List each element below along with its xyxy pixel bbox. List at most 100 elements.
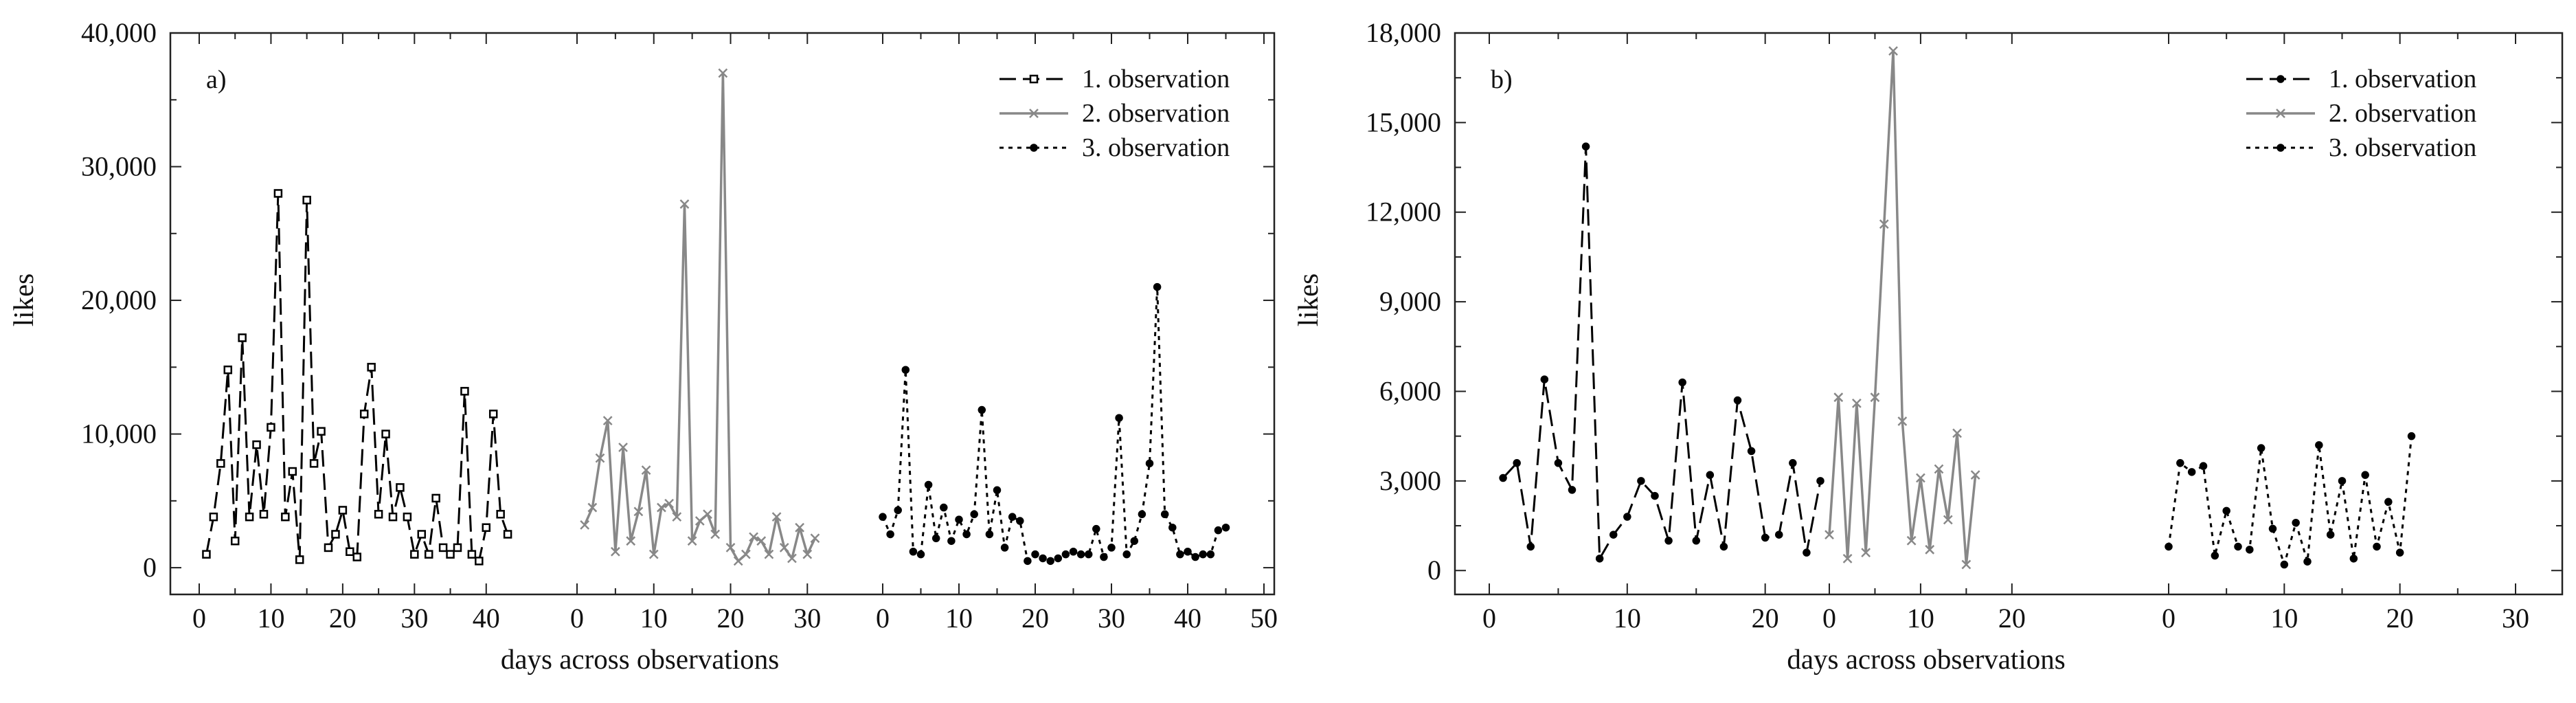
data-point-a-3 [993,486,1002,495]
y-tick-label-a: 0 [143,552,157,583]
data-point-a-1 [230,536,240,546]
data-point-b-2 [1824,530,1834,539]
legend-label-a-3: 3. observation [1082,133,1230,162]
data-point-a-1 [453,543,462,553]
data-point-a-2 [595,453,605,463]
data-point-b-2 [1906,535,1917,546]
data-point-b-2 [1842,553,1853,563]
y-tick-label-a: 20,000 [81,284,157,315]
data-point-a-3 [901,366,910,374]
data-point-b-1 [1678,378,1686,387]
data-point-a-3 [1069,548,1078,556]
data-point-b-2 [1851,398,1862,408]
data-point-a-2 [749,532,758,542]
x-tick-label-a: 30 [400,603,428,634]
data-point-a-1 [295,555,304,564]
x-tick-label-a: 10 [945,603,973,634]
data-point-b-3 [2246,546,2254,554]
data-point-b-1 [1747,447,1756,456]
legend-label-b-2: 2. observation [2329,99,2476,128]
data-point-b-1 [1526,542,1535,551]
x-tick-label-b: 10 [1907,603,1934,634]
data-point-a-3 [1107,544,1116,552]
data-point-b-2 [1970,470,1980,480]
data-point-a-1 [252,440,261,449]
data-point-a-1 [359,410,369,419]
data-point-a-1 [317,427,326,436]
data-point-a-1 [475,557,484,566]
data-point-b-2 [1961,559,1971,570]
data-point-a-1 [403,512,412,522]
data-point-a-3 [1000,544,1009,552]
series-b-2 [1824,46,1980,570]
data-point-b-1 [1664,537,1673,545]
data-point-a-1 [267,423,275,432]
data-point-b-3 [2303,557,2312,566]
data-point-b-3 [2211,551,2219,560]
x-tick-label-a: 10 [257,603,284,634]
data-point-b-1 [1637,477,1645,485]
data-point-a-1 [281,512,290,522]
data-point-a-2 [779,543,789,553]
data-point-a-1 [338,506,348,515]
data-point-b-3 [2176,459,2184,467]
data-point-a-3 [1138,510,1146,519]
y-tick-label-b: 6,000 [1379,375,1441,406]
data-point-a-3 [1176,550,1184,559]
data-point-b-1 [1499,473,1507,482]
data-point-a-2 [694,516,705,526]
legend-a: 1. observation 2. observation 3. observa… [999,65,1230,162]
data-point-a-3 [1221,523,1230,532]
panel-label-a: a) [206,65,227,94]
data-point-a-2 [633,506,644,517]
legend-marker-b-3 [2276,144,2285,152]
legend-marker-b-2 [2276,109,2285,118]
y-tick-label-b: 15,000 [1366,107,1441,137]
data-point-b-2 [1934,464,1944,474]
data-point-a-1 [202,550,211,559]
data-point-b-3 [2234,542,2242,551]
legend-label-b-1: 1. observation [2329,65,2476,93]
data-point-a-2 [648,549,659,559]
data-point-a-3 [1168,523,1177,532]
legend-label-a-2: 2. observation [1082,99,1230,128]
data-point-b-1 [1789,459,1797,467]
data-point-a-3 [1115,414,1123,422]
data-point-b-1 [1816,477,1824,485]
data-point-a-1 [346,547,354,557]
data-point-b-1 [1595,555,1604,563]
data-point-a-3 [1199,550,1207,559]
y-axis-a: 0 10,000 20,000 30,000 40,000 [81,17,1274,583]
data-point-a-1 [424,550,433,559]
plot-frame-a [169,32,1276,596]
data-point-a-1 [259,510,269,519]
panel-label-b: b) [1491,65,1513,94]
data-point-a-3 [1122,550,1131,559]
data-point-a-1 [467,550,477,559]
data-point-a-1 [331,530,340,539]
chart-panel-b: 0 3,000 6,000 9,000 12,000 15,000 18,000 0 10 20… [1292,17,2564,675]
data-point-a-2 [672,512,682,522]
data-point-a-2 [741,549,751,559]
data-point-b-2 [1897,416,1908,426]
x-tick-label-b: 0 [1822,603,1836,634]
data-point-b-2 [1952,428,1962,438]
data-point-a-1 [245,512,254,522]
data-point-a-3 [1084,550,1093,559]
legend-entry-a-1: 1. observation [999,65,1230,93]
legend-entry-a-2: 2. observation [999,99,1230,128]
data-point-a-2 [657,502,666,513]
data-point-a-1 [446,550,455,559]
x-tick-label-b: 10 [2270,603,2298,634]
data-point-a-1 [482,523,491,532]
y-tick-label-a: 30,000 [81,151,157,182]
y-tick-label-a: 40,000 [81,17,157,48]
data-point-a-3 [1046,557,1054,566]
series-group-a [202,68,1230,566]
data-point-b-3 [2361,471,2369,479]
data-point-a-3 [1024,557,1032,566]
x-tick-label-b: 20 [2386,603,2414,634]
data-point-a-3 [1016,517,1024,525]
data-point-b-3 [2222,506,2230,515]
data-point-b-3 [2280,560,2289,569]
